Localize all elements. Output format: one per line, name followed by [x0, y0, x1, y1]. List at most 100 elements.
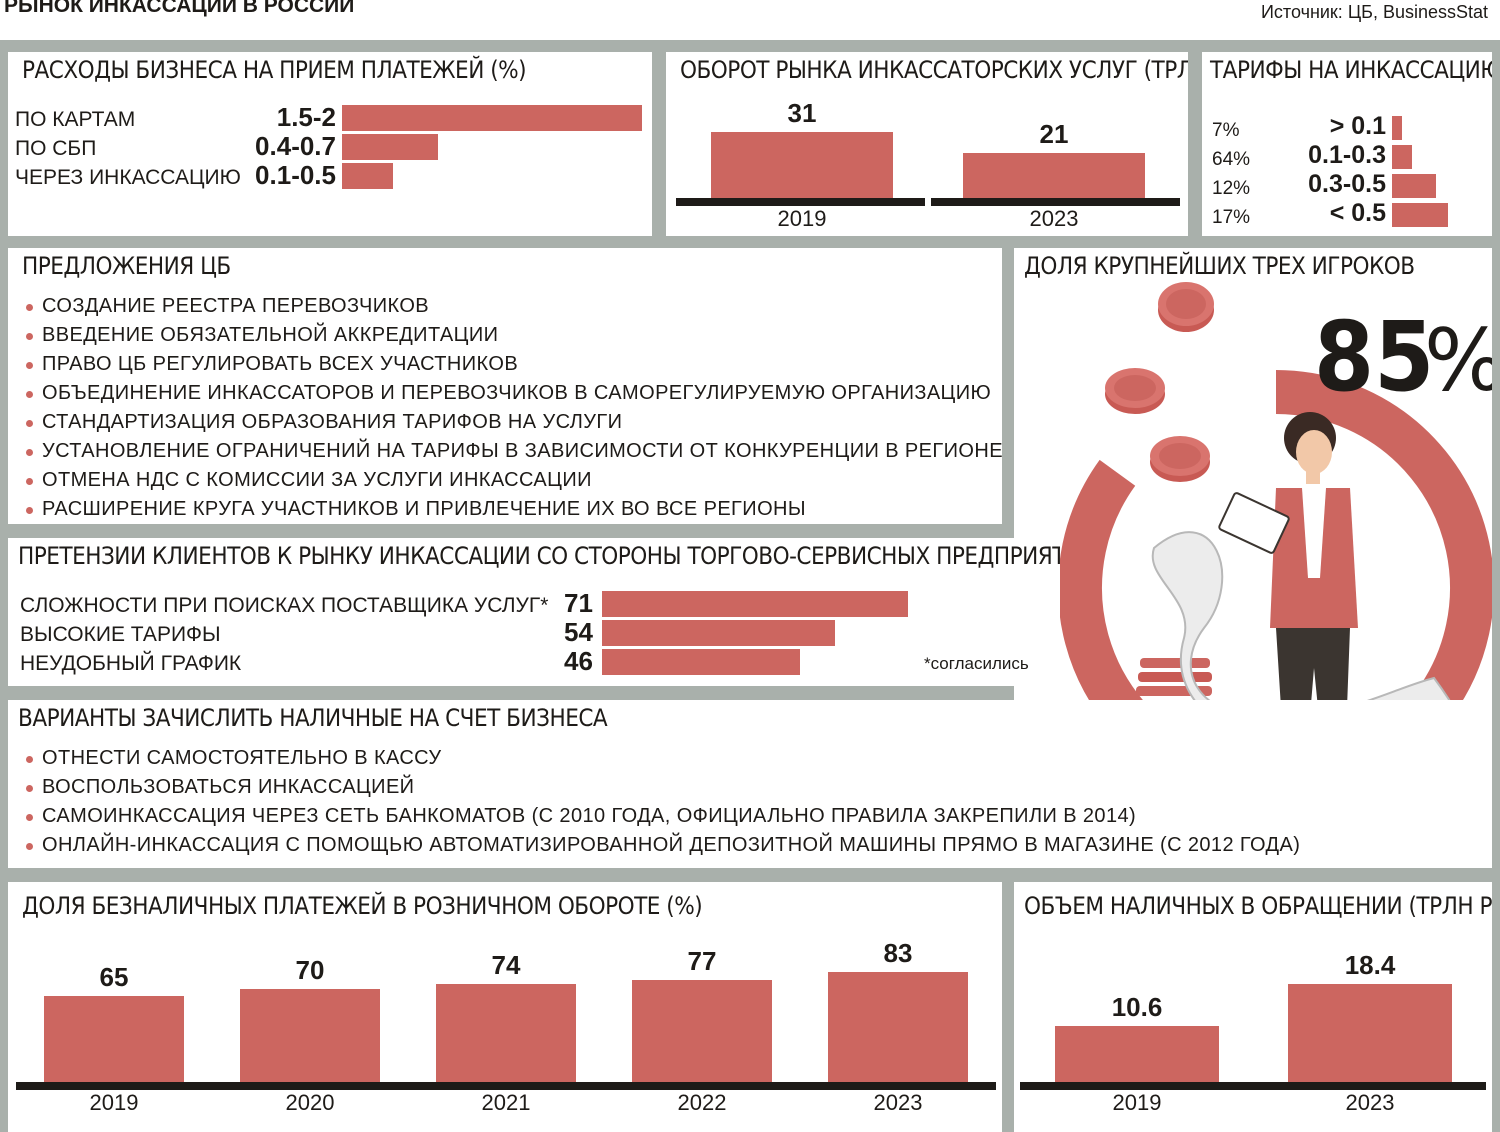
cash-options-panel: ВАРИАНТЫ ЗАЧИСЛИТЬ НАЛИЧНЫЕ НА СЧЕТ БИЗН… — [8, 700, 1492, 868]
source-note: Источник: ЦБ, BusinessStat — [1260, 2, 1488, 22]
cb-proposal-item: ОТМЕНА НДС С КОМИССИИ ЗА УСЛУГИ ИНКАССАЦ… — [24, 466, 1002, 495]
bullet-dot — [26, 843, 33, 850]
coin-icon — [1158, 282, 1214, 332]
cash-option-item: ВОСПОЛЬЗОВАТЬСЯ ИНКАССАЦИЕЙ — [24, 773, 1300, 802]
cash-option-item: ОНЛАЙН-ИНКАССАЦИЯ С ПОМОЩЬЮ АВТОМАТИЗИРО… — [24, 831, 1300, 860]
tariff-range-label: 0.3-0.5 — [1308, 170, 1386, 198]
expenses-row-label: ПО КАРТАМ — [15, 108, 136, 131]
cashvol-value-label: 18.4 — [1344, 950, 1396, 980]
cash-volume-title: ОБЪЕМ НАЛИЧНЫХ В ОБРАЩЕНИИ (ТРЛН РУБ.) — [1024, 892, 1492, 920]
expenses-row-value: 0.4-0.7 — [255, 131, 336, 161]
coin-icon — [1105, 368, 1165, 414]
bullet-dot — [26, 333, 33, 340]
claims-row-value: 46 — [564, 646, 593, 676]
tariff-share-label: 17% — [1212, 207, 1251, 228]
tariff-bar — [1392, 203, 1448, 227]
turnover-panel: ОБОРОТ РЫНКА ИНКАССАТОРСКИХ УСЛУГ (ТРЛН … — [666, 52, 1188, 236]
cb-proposal-item-text: ОТМЕНА НДС С КОМИССИИ ЗА УСЛУГИ ИНКАССАЦ… — [42, 469, 592, 491]
expenses-row-label: ЧЕРЕЗ ИНКАССАЦИЮ — [15, 166, 241, 189]
expenses-bar — [342, 163, 393, 189]
bullet-dot — [26, 362, 33, 369]
turnover-value-label: 21 — [1039, 119, 1069, 149]
turnover-category-label: 2019 — [777, 206, 827, 231]
cashless-value-label: 65 — [99, 962, 129, 992]
claims-footnote: *согласились — [924, 654, 1029, 673]
cashless-bar — [828, 972, 968, 1082]
turnover-title: ОБОРОТ РЫНКА ИНКАССАТОРСКИХ УСЛУГ (ТРЛН … — [680, 56, 1188, 84]
cb-proposal-item: РАСШИРЕНИЕ КРУГА УЧАСТНИКОВ И ПРИВЛЕЧЕНИ… — [24, 495, 1002, 524]
expenses-row-value: 0.1-0.5 — [255, 160, 336, 190]
cash-option-item: САМОИНКАССАЦИЯ ЧЕРЕЗ СЕТЬ БАНКОМАТОВ (С … — [24, 802, 1300, 831]
cashless-category-label: 2023 — [873, 1090, 923, 1115]
tariff-bar — [1392, 116, 1402, 140]
cashless-bar — [44, 996, 184, 1082]
cash-option-item-text: ВОСПОЛЬЗОВАТЬСЯ ИНКАССАЦИЕЙ — [42, 776, 415, 798]
cb-proposal-item: СОЗДАНИЕ РЕЕСТРА ПЕРЕВОЗЧИКОВ — [24, 292, 1002, 321]
cash-option-item-text: САМОИНКАССАЦИЯ ЧЕРЕЗ СЕТЬ БАНКОМАТОВ (С … — [42, 805, 1137, 827]
tariff-range-label: < 0.5 — [1329, 199, 1386, 227]
cb-proposal-item-text: ОБЪЕДИНЕНИЕ ИНКАССАТОРОВ И ПЕРЕВОЗЧИКОВ … — [42, 382, 992, 404]
cashless-category-label: 2021 — [481, 1090, 531, 1115]
bullet-dot — [26, 814, 33, 821]
claims-row-value: 71 — [564, 588, 593, 618]
cash-option-item: ОТНЕСТИ САМОСТОЯТЕЛЬНО В КАССУ — [24, 744, 1300, 773]
cashvol-value-label: 10.6 — [1111, 992, 1163, 1022]
cashless-value-label: 74 — [491, 950, 521, 980]
cashless-category-label: 2019 — [89, 1090, 139, 1115]
cb-proposals-panel: ПРЕДЛОЖЕНИЯ ЦБ СОЗДАНИЕ РЕЕСТРА ПЕРЕВОЗЧ… — [8, 248, 1002, 524]
expenses-title: РАСХОДЫ БИЗНЕСА НА ПРИЕМ ПЛАТЕЖЕЙ (%) — [22, 56, 527, 84]
claims-bar — [602, 620, 835, 646]
bullet-dot — [26, 507, 33, 514]
cash-options-title: ВАРИАНТЫ ЗАЧИСЛИТЬ НАЛИЧНЫЕ НА СЧЕТ БИЗН… — [18, 704, 608, 732]
top3-unit: % — [1424, 311, 1492, 411]
tariff-share-label: 12% — [1212, 178, 1251, 199]
bullet-dot — [26, 478, 33, 485]
cb-proposal-item-text: ВВЕДЕНИЕ ОБЯЗАТЕЛЬНОЙ АККРЕДИТАЦИИ — [42, 324, 499, 346]
tariffs-panel: ТАРИФЫ НА ИНКАССАЦИЮ (%) 7% > 0.1 64% 0.1-0… — [1202, 52, 1492, 236]
cashless-value-label: 77 — [687, 946, 717, 976]
cashless-bar — [240, 989, 380, 1082]
claims-row-label: НЕУДОБНЫЙ ГРАФИК — [20, 652, 242, 675]
top3-title: ДОЛЯ КРУПНЕЙШИХ ТРЕХ ИГРОКОВ — [1024, 252, 1415, 280]
tariffs-title: ТАРИФЫ НА ИНКАССАЦИЮ (%) — [1210, 56, 1492, 84]
cashless-title: ДОЛЯ БЕЗНАЛИЧНЫХ ПЛАТЕЖЕЙ В РОЗНИЧНОМ ОБ… — [22, 892, 703, 920]
cash-volume-panel: ОБЪЕМ НАЛИЧНЫХ В ОБРАЩЕНИИ (ТРЛН РУБ.) 1… — [1014, 882, 1492, 1132]
cashless-category-label: 2020 — [285, 1090, 335, 1115]
claims-panel: ПРЕТЕНЗИИ КЛИЕНТОВ К РЫНКУ ИНКАССАЦИИ СО… — [8, 538, 1060, 686]
bullet-dot — [26, 391, 33, 398]
cb-proposal-item: ПРАВО ЦБ РЕГУЛИРОВАТЬ ВСЕХ УЧАСТНИКОВ — [24, 350, 1002, 379]
claims-bar — [602, 591, 908, 617]
tariff-range-label: > 0.1 — [1329, 112, 1386, 140]
expenses-bar — [342, 134, 438, 160]
cashvol-category-label: 2019 — [1112, 1090, 1162, 1115]
tariff-bar — [1392, 145, 1412, 169]
cash-option-item-text: ОНЛАЙН-ИНКАССАЦИЯ С ПОМОЩЬЮ АВТОМАТИЗИРО… — [42, 834, 1301, 856]
bullet-dot — [26, 785, 33, 792]
cashless-bar — [436, 984, 576, 1082]
cashless-category-label: 2022 — [677, 1090, 727, 1115]
turnover-baseline-gap — [925, 198, 931, 206]
cashless-bar — [632, 980, 772, 1082]
cashvol-category-label: 2023 — [1345, 1090, 1395, 1115]
turnover-bar — [711, 132, 893, 198]
claims-row-value: 54 — [564, 617, 593, 647]
cb-proposal-item: УСТАНОВЛЕНИЕ ОГРАНИЧЕНИЙ НА ТАРИФЫ В ЗАВ… — [24, 437, 1002, 466]
cash-option-item-text: ОТНЕСТИ САМОСТОЯТЕЛЬНО В КАССУ — [42, 747, 442, 769]
cb-proposal-item-text: РАСШИРЕНИЕ КРУГА УЧАСТНИКОВ И ПРИВЛЕЧЕНИ… — [42, 498, 806, 520]
claims-row-label: ВЫСОКИЕ ТАРИФЫ — [20, 623, 221, 646]
cb-proposal-item-text: УСТАНОВЛЕНИЕ ОГРАНИЧЕНИЙ НА ТАРИФЫ В ЗАВ… — [42, 440, 1002, 462]
cb-proposal-item: ВВЕДЕНИЕ ОБЯЗАТЕЛЬНОЙ АККРЕДИТАЦИИ — [24, 321, 1002, 350]
expenses-panel: РАСХОДЫ БИЗНЕСА НА ПРИЕМ ПЛАТЕЖЕЙ (%) ПО… — [8, 52, 652, 236]
turnover-bar — [963, 153, 1145, 198]
tariff-share-label: 7% — [1212, 120, 1240, 141]
cb-proposal-item-text: СТАНДАРТИЗАЦИЯ ОБРАЗОВАНИЯ ТАРИФОВ НА УС… — [42, 411, 623, 433]
coin-icon — [1150, 436, 1210, 482]
cashless-value-label: 70 — [295, 955, 325, 985]
turnover-category-label: 2023 — [1029, 206, 1079, 231]
tariff-share-label: 64% — [1212, 149, 1251, 170]
cb-proposals-list: СОЗДАНИЕ РЕЕСТРА ПЕРЕВОЗЧИКОВ ВВЕДЕНИЕ ОБ… — [24, 292, 1002, 524]
tariff-bar — [1392, 174, 1436, 198]
bullet-dot — [26, 304, 33, 311]
cb-proposal-item-text: ПРАВО ЦБ РЕГУЛИРОВАТЬ ВСЕХ УЧАСТНИКОВ — [42, 353, 519, 375]
cashvol-bar — [1288, 984, 1452, 1082]
